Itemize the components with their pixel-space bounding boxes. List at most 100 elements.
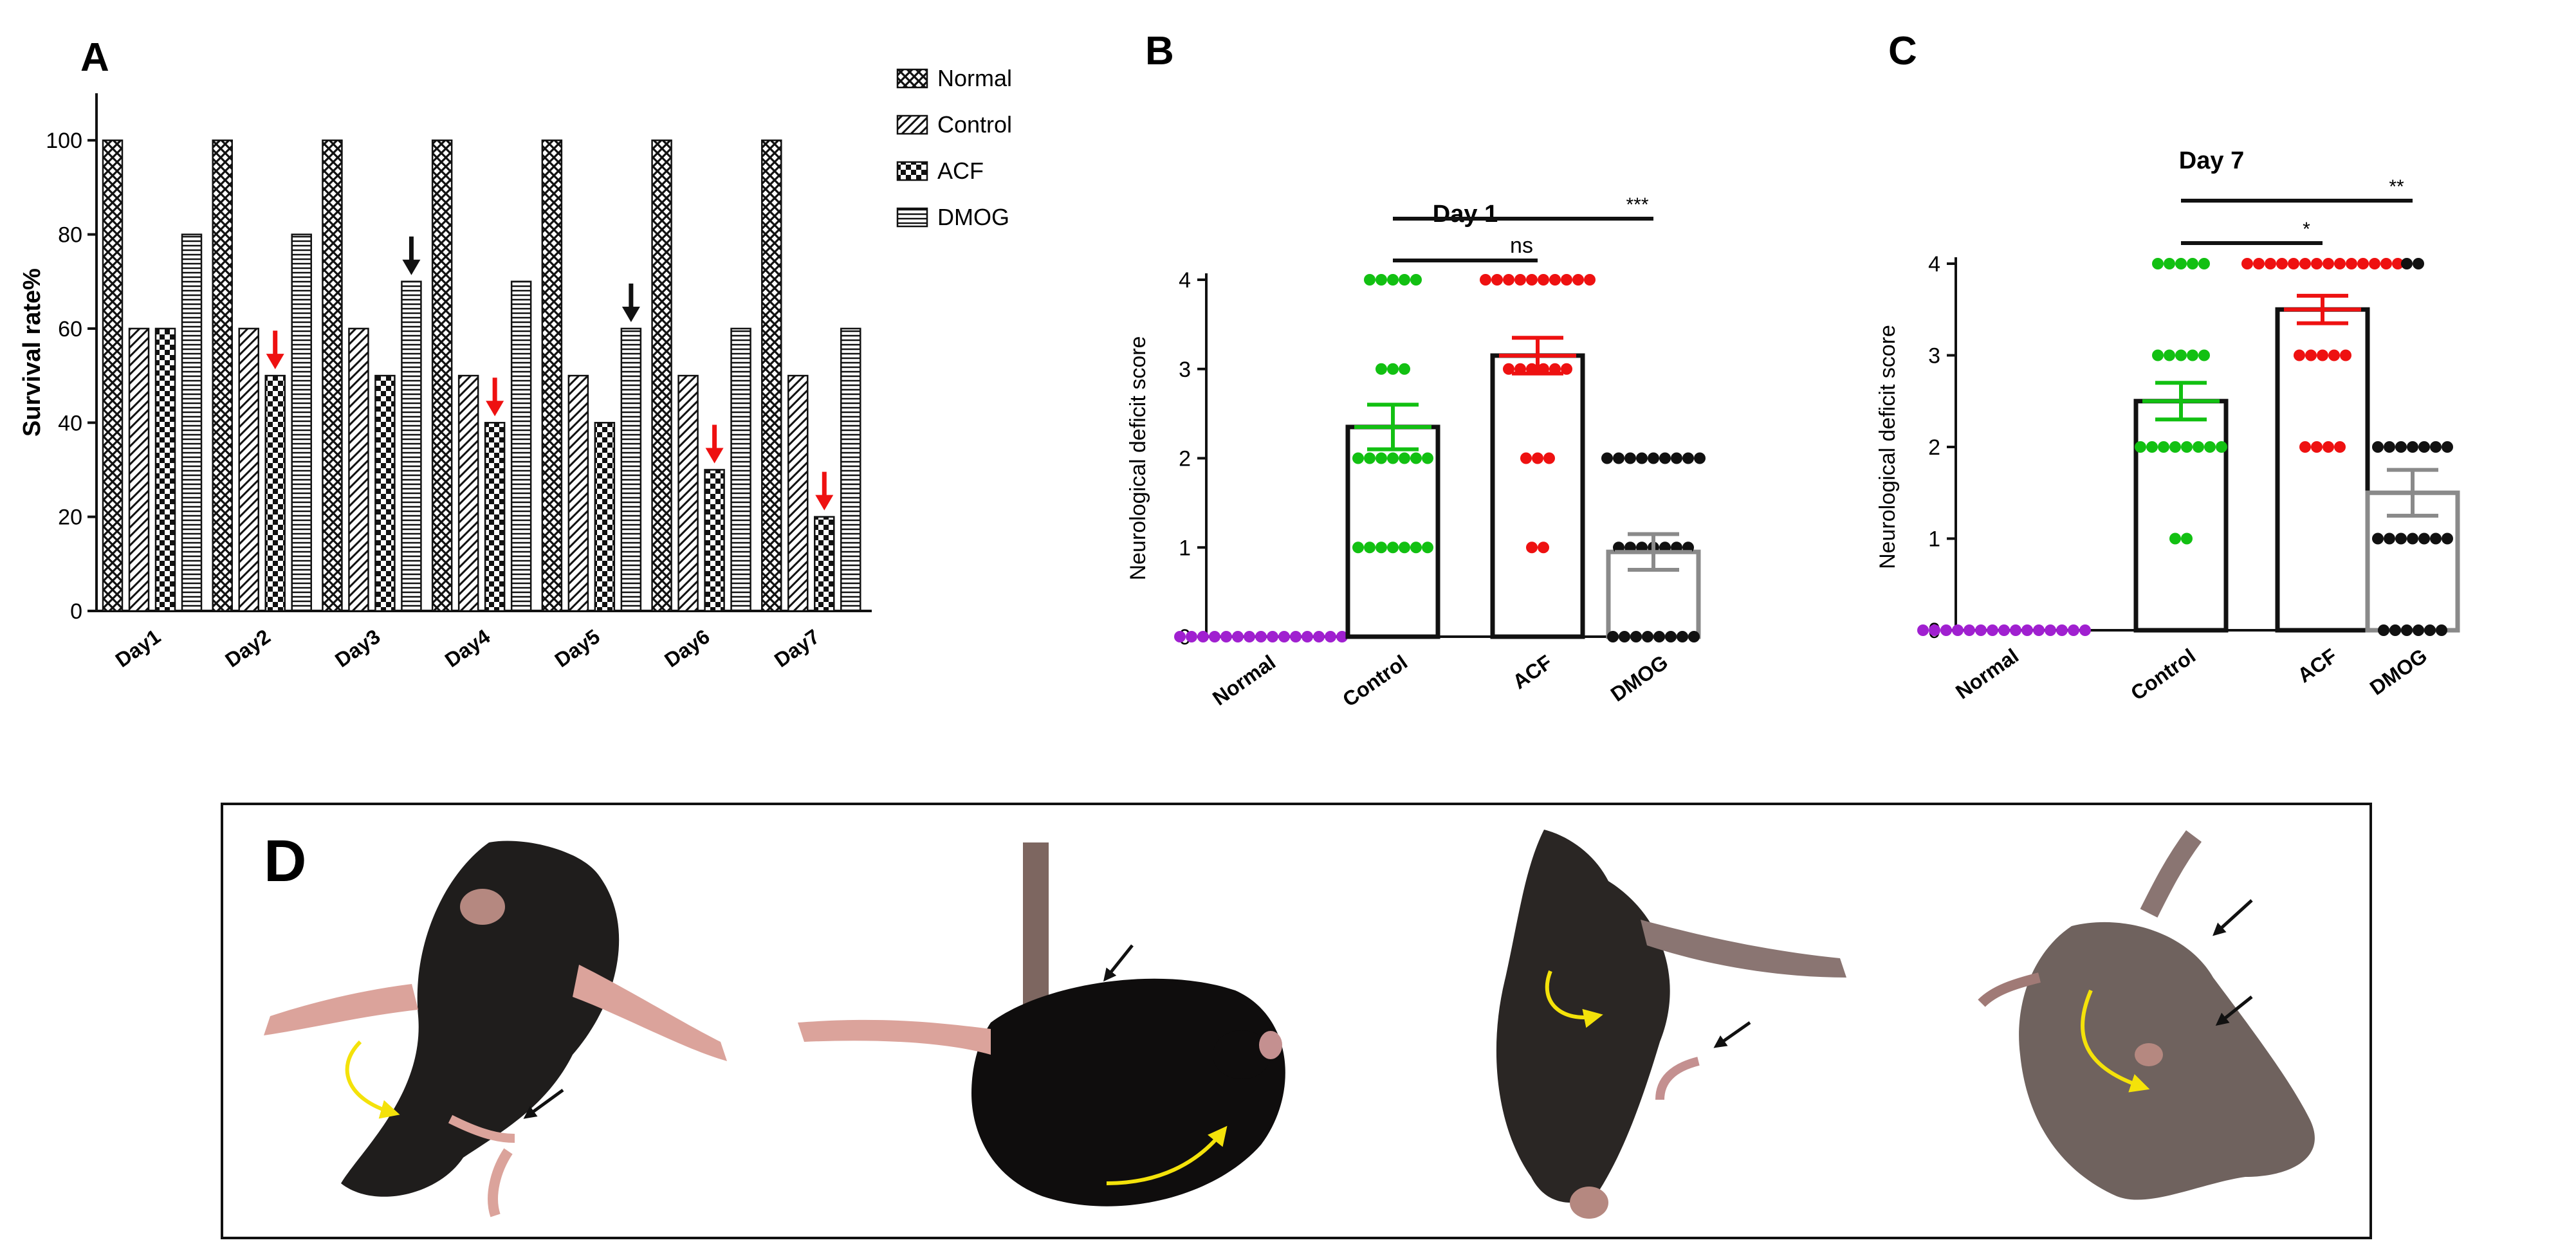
- data-point-acf: [1491, 274, 1503, 286]
- y-tick-label: 1: [1928, 527, 1940, 552]
- significance-label: ns: [1510, 233, 1533, 258]
- data-point-control: [1364, 542, 1375, 554]
- panel-label-c: C: [1888, 29, 1917, 73]
- data-point-control: [1352, 542, 1364, 554]
- bar-acf-day3: [374, 374, 396, 612]
- data-point-dmog: [2430, 441, 2442, 453]
- data-point-dmog: [1624, 452, 1636, 464]
- data-point-control: [1399, 542, 1410, 554]
- data-point-acf: [1503, 363, 1514, 375]
- data-point-control: [2169, 441, 2181, 453]
- y-axis-title: Survival rate%: [19, 268, 46, 437]
- data-point-dmog: [1682, 452, 1694, 464]
- data-point-acf: [2323, 258, 2334, 269]
- data-point-acf: [2328, 349, 2340, 361]
- data-point-normal: [1267, 631, 1278, 642]
- y-tick-label: 40: [58, 411, 82, 435]
- data-point-acf: [2305, 349, 2317, 361]
- data-point-dmog: [2378, 624, 2389, 636]
- bar-acf-day6: [704, 469, 725, 612]
- panel-label-d: D: [264, 828, 306, 894]
- bar-acf-day7: [814, 516, 835, 612]
- black-arrow-head: [402, 259, 421, 275]
- y-tick-label: 60: [58, 317, 82, 341]
- data-point-normal: [1278, 631, 1290, 642]
- data-point-acf: [2346, 258, 2357, 269]
- legend-label-control: Control: [937, 111, 1012, 138]
- x-tick-label: Day3: [331, 624, 384, 671]
- data-point-normal: [1232, 631, 1244, 642]
- data-point-control: [2152, 258, 2164, 269]
- data-point-acf: [1543, 452, 1555, 464]
- data-point-control: [1387, 452, 1399, 464]
- y-tick-label: 2: [1179, 447, 1191, 471]
- bar-normal-day6: [651, 139, 672, 612]
- data-point-normal: [2010, 624, 2021, 636]
- red-arrow-head: [486, 401, 504, 417]
- data-point-normal: [1975, 624, 1987, 636]
- data-point-acf: [1532, 452, 1543, 464]
- legend-label-normal: Normal: [937, 65, 1012, 91]
- data-point-dmog: [1601, 452, 1613, 464]
- data-point-control: [2204, 441, 2216, 453]
- data-point-dmog: [1688, 631, 1700, 642]
- data-point-dmog: [2413, 258, 2424, 269]
- data-point-control: [2175, 258, 2187, 269]
- data-point-dmog: [2407, 532, 2418, 545]
- data-point-acf: [1561, 274, 1572, 286]
- data-point-dmog: [2407, 441, 2418, 453]
- data-point-control: [2198, 349, 2210, 361]
- data-point-control: [1422, 542, 1433, 554]
- x-tick-label: ACF: [2293, 644, 2341, 687]
- data-point-normal: [2045, 624, 2056, 636]
- data-point-normal: [1174, 631, 1186, 642]
- data-point-normal: [1186, 631, 1197, 642]
- bar-normal-day2: [212, 139, 233, 612]
- data-point-dmog: [2372, 532, 2384, 545]
- data-point-acf: [1526, 542, 1538, 554]
- data-point-acf: [1572, 274, 1584, 286]
- data-point-normal: [1209, 631, 1220, 642]
- data-point-normal: [1940, 624, 1952, 636]
- data-point-acf: [2253, 258, 2265, 269]
- y-axis-title: Neurological deficit score: [1875, 325, 1900, 569]
- x-tick-label: DMOG: [2366, 644, 2431, 700]
- data-point-dmog: [1665, 631, 1677, 642]
- legend-swatch-acf: [896, 161, 928, 181]
- legend-label-dmog: DMOG: [937, 204, 1009, 230]
- significance-label: ***: [1626, 194, 1648, 215]
- bar-control-day4: [457, 374, 479, 612]
- bar-normal-day3: [322, 139, 343, 612]
- data-point-control: [2193, 441, 2204, 453]
- data-point-control: [2216, 441, 2227, 453]
- mean-bar-acf: [1490, 353, 1585, 639]
- bar-normal-day1: [102, 139, 124, 612]
- data-point-control: [2135, 441, 2146, 453]
- legend-label-acf: ACF: [937, 158, 984, 184]
- data-point-control: [1399, 363, 1410, 375]
- data-point-control: [2164, 349, 2175, 361]
- data-point-acf: [2392, 258, 2404, 269]
- data-point-normal: [2079, 624, 2091, 636]
- bar-control-day1: [128, 327, 150, 612]
- mouse-photo-2: [798, 842, 1285, 1206]
- x-tick-label: DMOG: [1606, 650, 1672, 706]
- data-point-dmog: [2395, 441, 2407, 453]
- bar-dmog-day4: [510, 280, 532, 612]
- data-point-control: [2158, 441, 2169, 453]
- data-point-control: [2181, 441, 2193, 453]
- y-tick-label: 3: [1928, 344, 1940, 369]
- bar-normal-day5: [541, 139, 563, 612]
- data-point-control: [2169, 532, 2181, 545]
- data-point-normal: [1998, 624, 2010, 636]
- bar-dmog-day1: [181, 233, 203, 612]
- mouse-photo-panel: D: [221, 803, 2372, 1239]
- legend-swatch-normal: [896, 68, 928, 89]
- data-point-dmog: [1653, 631, 1665, 642]
- data-point-dmog: [1659, 452, 1671, 464]
- x-tick-label: Day4: [441, 624, 494, 671]
- mouse-photo-3: [1496, 830, 1846, 1219]
- chart-title: Day 7: [2179, 147, 2244, 174]
- y-axis-title: Neurological deficit score: [1126, 336, 1150, 581]
